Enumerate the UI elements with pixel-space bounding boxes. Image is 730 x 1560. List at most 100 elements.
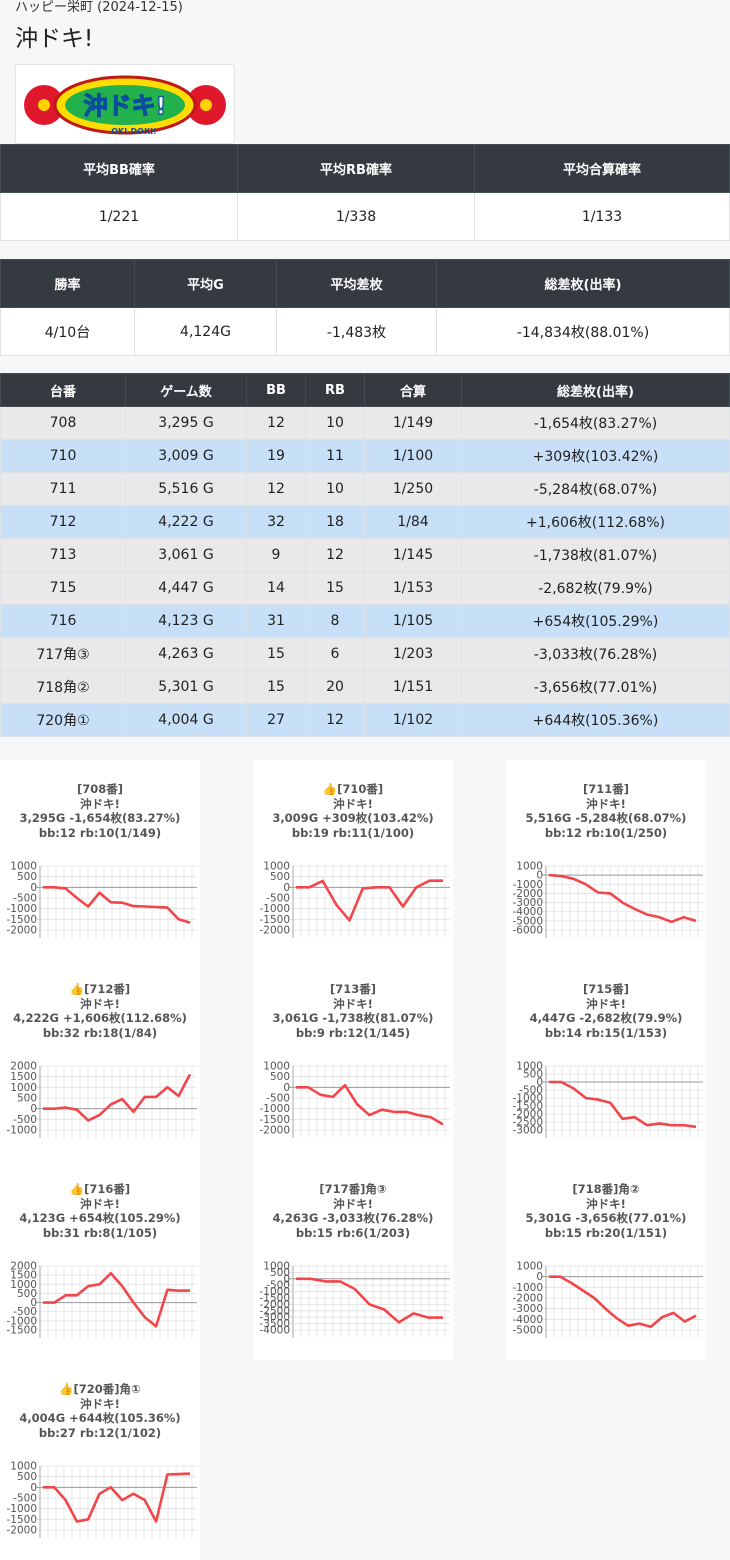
- table-cell: 1/221: [0, 192, 238, 241]
- y-tick-label: -6000: [512, 925, 543, 937]
- chart-text: bb:31 rb:8(1/105): [42, 1225, 158, 1240]
- store-date-label: ハッピー栄町 (2024-12-15): [15, 0, 183, 15]
- y-tick-label: -1500: [512, 1101, 543, 1113]
- y-tick-label: 500: [17, 1288, 37, 1300]
- chart-card: 👍[710番] 沖ドキ! 3,009G +309枚(103.42%) bb:19 rb…: [253, 760, 453, 960]
- table-cell-total: 1/105: [364, 604, 462, 638]
- table-header-row: 台番 ゲーム数 BB RB 合算 総差枚(出率): [0, 373, 730, 407]
- y-tick-label: -1000: [512, 1282, 543, 1294]
- y-tick-label: 2000: [10, 1261, 37, 1273]
- table-cell-diff: -5,284枚(68.07%): [461, 472, 730, 506]
- chart-text: bb:12 rb:10(1/149): [38, 825, 162, 840]
- chart-info-line: 5,516G -5,284枚(68.07%): [506, 811, 706, 826]
- y-tick-label: 500: [270, 871, 290, 883]
- table-cell: 4,124G: [134, 307, 277, 356]
- y-tick-label: 500: [270, 1267, 290, 1279]
- page-title: 沖ドキ!: [15, 26, 94, 52]
- chart-text: 沖ドキ!: [333, 796, 373, 811]
- chart-text: 4,222G +1,606枚(112.68%): [13, 1011, 187, 1025]
- chart-card: [718番]角② 沖ドキ! 5,301G -3,656枚(77.01%) bb:15 …: [506, 1160, 706, 1360]
- y-tick-label: -3000: [512, 1303, 543, 1315]
- header-cell: 平均BB確率: [0, 144, 238, 193]
- table-row: 716 4,123 G 31 8 1/105 +654枚(105.29%): [0, 604, 730, 638]
- y-tick-label: -1500: [259, 1293, 290, 1305]
- y-tick-label: -1500: [6, 1325, 37, 1337]
- chart-card: [717番]角③ 沖ドキ! 4,263G -3,033枚(76.28%) bb:15 …: [253, 1160, 453, 1360]
- table-row: 718角② 5,301 G 15 20 1/151 -3,656枚(77.01%): [0, 670, 730, 704]
- table-row: 711 5,516 G 12 10 1/250 -5,284枚(68.07%): [0, 472, 730, 506]
- y-tick-label: 1000: [263, 1061, 290, 1073]
- y-tick-label: 0: [30, 1482, 37, 1494]
- y-tick-label: 1000: [10, 861, 37, 873]
- y-tick-label: -1000: [259, 1286, 290, 1298]
- series-line: [43, 886, 191, 924]
- header-cell: 平均差枚: [276, 259, 437, 308]
- y-tick-label: -1500: [6, 1514, 37, 1526]
- table-cell-diff: -2,682枚(79.9%): [461, 571, 730, 605]
- chart-grid: [289, 865, 450, 938]
- chart-title: [717番]角③: [253, 1182, 453, 1197]
- chart-title: 👍[720番]角①: [0, 1382, 200, 1397]
- chart-grid: [36, 1265, 197, 1338]
- table-cell-rb: 18: [305, 505, 365, 539]
- chart-info-line: bb:15 rb:20(1/151): [506, 1226, 706, 1241]
- y-tick-label: 0: [30, 882, 37, 894]
- chart-info-line: 沖ドキ!: [0, 797, 200, 812]
- chart-grid: [36, 865, 197, 938]
- table-row: 710 3,009 G 19 11 1/100 +309枚(103.42%): [0, 439, 730, 473]
- y-tick-label: -1500: [259, 914, 290, 926]
- chart-header: 👍[710番] 沖ドキ! 3,009G +309枚(103.42%) bb:19 rb…: [253, 782, 453, 840]
- y-tick-label: -500: [13, 1306, 37, 1318]
- chart-info-line: 3,061G -1,738枚(81.07%): [253, 1011, 453, 1026]
- y-tick-label: -2000: [512, 1293, 543, 1305]
- chart-text: [713番]: [329, 982, 377, 996]
- table-row: 713 3,061 G 9 12 1/145 -1,738枚(81.07%): [0, 538, 730, 572]
- logo-image: 沖ドキ! OKI-DOKI!: [24, 75, 226, 136]
- y-tick-label: -1500: [259, 1114, 290, 1126]
- chart-info-line: 4,123G +654枚(105.29%): [0, 1211, 200, 1226]
- chart-info-line: 沖ドキ!: [253, 797, 453, 812]
- table-cell: 1/338: [237, 192, 475, 241]
- y-tick-label: -500: [519, 1085, 543, 1097]
- chart-text: 沖ドキ!: [333, 1196, 373, 1211]
- y-tick-label: 2000: [10, 1061, 37, 1073]
- chart-info-line: 3,295G -1,654枚(83.27%): [0, 811, 200, 826]
- table-cell-no: 708: [0, 406, 126, 440]
- table-cell-diff: +1,606枚(112.68%): [461, 505, 730, 539]
- table-cell-rb: 15: [305, 571, 365, 605]
- chart-card: [708番] 沖ドキ! 3,295G -1,654枚(83.27%) bb:12 rb…: [0, 760, 200, 960]
- y-tick-label: 1000: [516, 1261, 543, 1273]
- y-tick-label: -1000: [512, 879, 543, 891]
- table-cell-no: 711: [0, 472, 126, 506]
- series-line: [548, 873, 697, 924]
- y-tick-label: 500: [523, 1069, 543, 1081]
- chart-info-line: 沖ドキ!: [506, 1197, 706, 1212]
- chart-text: [716番]: [84, 1182, 131, 1196]
- y-tick-label: -1000: [6, 1315, 37, 1327]
- chart-header: 👍[720番]角① 沖ドキ! 4,004G +644枚(105.36%) bb:27 …: [0, 1382, 200, 1440]
- table-cell-no: 720角①: [0, 703, 126, 737]
- series-line: [43, 1272, 191, 1328]
- probability-summary-table: 平均BB確率 平均RB確率 平均合算確率 1/221 1/338 1/133: [0, 144, 730, 241]
- chart-header: [708番] 沖ドキ! 3,295G -1,654枚(83.27%) bb:12 rb…: [0, 782, 200, 840]
- table-cell-total: 1/145: [364, 538, 462, 572]
- table-cell-total: 1/153: [364, 571, 462, 605]
- table-cell-games: 4,222 G: [125, 505, 247, 539]
- y-tick-label: -3000: [259, 1312, 290, 1324]
- chart-header: [715番] 沖ドキ! 4,447G -2,682枚(79.9%) bb:14 rb:…: [506, 982, 706, 1040]
- y-tick-label: -2000: [259, 1299, 290, 1311]
- chart-text: 沖ドキ!: [586, 796, 626, 811]
- header-cell: 平均RB確率: [237, 144, 475, 193]
- chart-title: [718番]角②: [506, 1182, 706, 1197]
- table-cell-games: 4,004 G: [125, 703, 247, 737]
- table-cell-games: 4,263 G: [125, 637, 247, 671]
- series-line: [549, 1080, 697, 1129]
- table-header-row: 平均BB確率 平均RB確率 平均合算確率: [0, 144, 730, 193]
- chart-info-line: bb:19 rb:11(1/100): [253, 826, 453, 841]
- chart-text: 3,295G -1,654枚(83.27%): [19, 811, 181, 825]
- table-cell: 1/133: [474, 192, 730, 241]
- chart-text: 沖ドキ!: [333, 996, 373, 1011]
- table-cell-no: 717角③: [0, 637, 126, 671]
- table-cell-diff: -1,654枚(83.27%): [461, 406, 730, 440]
- table-cell-bb: 32: [246, 505, 306, 539]
